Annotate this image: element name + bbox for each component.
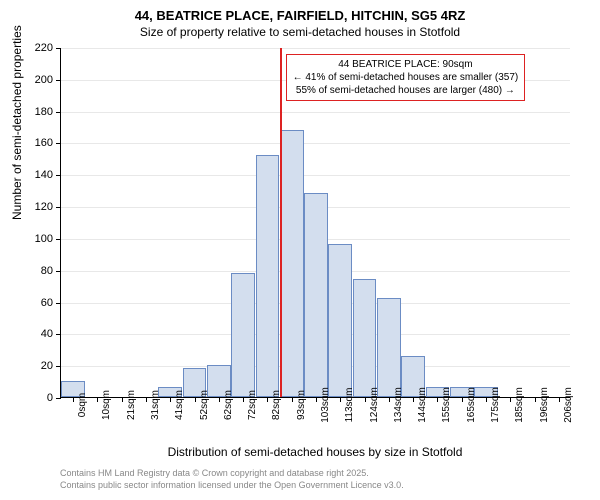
xtick-mark [389,397,390,402]
ytick-label: 100 [35,233,53,245]
ytick-label: 140 [35,169,53,181]
ytick-mark [56,239,61,240]
histogram-bar [280,130,304,397]
xtick-mark [146,397,147,402]
chart-subtitle: Size of property relative to semi-detach… [0,25,600,39]
ytick-label: 120 [35,201,53,213]
xtick-label: 206sqm [563,387,574,423]
callout-line: ← 41% of semi-detached houses are smalle… [293,71,519,84]
chart-title: 44, BEATRICE PLACE, FAIRFIELD, HITCHIN, … [0,8,600,23]
xtick-label: 21sqm [126,390,137,420]
xtick-mark [122,397,123,402]
callout-line: 44 BEATRICE PLACE: 90sqm [293,58,519,71]
ytick-mark [56,334,61,335]
xtick-label: 0sqm [77,393,88,417]
xtick-mark [365,397,366,402]
histogram-bar [304,193,328,397]
xtick-mark [219,397,220,402]
xtick-mark [97,397,98,402]
xtick-mark [316,397,317,402]
xtick-mark [462,397,463,402]
xtick-mark [535,397,536,402]
xtick-mark [170,397,171,402]
ytick-label: 220 [35,42,53,54]
xtick-mark [510,397,511,402]
attribution-line: Contains HM Land Registry data © Crown c… [60,468,570,480]
xtick-label: 10sqm [101,390,112,420]
xtick-mark [243,397,244,402]
ytick-mark [56,303,61,304]
ytick-label: 80 [41,265,53,277]
reference-line [280,48,282,397]
histogram-chart: 44, BEATRICE PLACE, FAIRFIELD, HITCHIN, … [0,0,600,500]
plot-area: 0204060801001201401601802002200sqm10sqm2… [60,48,570,398]
xtick-mark [486,397,487,402]
histogram-bar [328,244,352,397]
histogram-bar [231,273,255,397]
histogram-bar [377,298,401,397]
ytick-label: 20 [41,360,53,372]
ytick-label: 60 [41,297,53,309]
histogram-bar [256,155,280,397]
attribution-text: Contains HM Land Registry data © Crown c… [60,468,570,491]
ytick-mark [56,175,61,176]
y-axis-label: Number of semi-detached properties [10,25,24,220]
ytick-label: 0 [47,392,53,404]
ytick-mark [56,207,61,208]
ytick-mark [56,80,61,81]
xtick-mark [267,397,268,402]
ytick-label: 160 [35,137,53,149]
ytick-mark [56,398,61,399]
xtick-mark [340,397,341,402]
x-axis-label: Distribution of semi-detached houses by … [60,445,570,459]
xtick-label: 196sqm [539,387,550,423]
gridline [61,175,570,176]
callout-line: 55% of semi-detached houses are larger (… [293,84,519,97]
gridline [61,48,570,49]
histogram-bar [353,279,377,397]
xtick-mark [413,397,414,402]
callout-box: 44 BEATRICE PLACE: 90sqm← 41% of semi-de… [286,54,526,101]
ytick-mark [56,112,61,113]
xtick-label: 175sqm [490,387,501,423]
xtick-mark [437,397,438,402]
gridline [61,143,570,144]
xtick-mark [73,397,74,402]
ytick-mark [56,271,61,272]
chart-title-block: 44, BEATRICE PLACE, FAIRFIELD, HITCHIN, … [0,8,600,39]
ytick-mark [56,143,61,144]
xtick-mark [195,397,196,402]
ytick-label: 200 [35,74,53,86]
ytick-label: 180 [35,106,53,118]
xtick-mark [292,397,293,402]
xtick-mark [559,397,560,402]
ytick-label: 40 [41,328,53,340]
gridline [61,112,570,113]
xtick-label: 185sqm [514,387,525,423]
attribution-line: Contains public sector information licen… [60,480,570,492]
ytick-mark [56,366,61,367]
ytick-mark [56,48,61,49]
